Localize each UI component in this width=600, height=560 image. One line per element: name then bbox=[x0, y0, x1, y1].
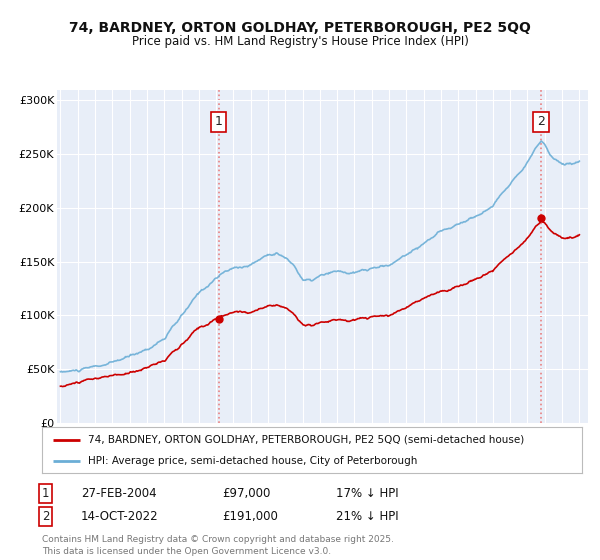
Text: Contains HM Land Registry data © Crown copyright and database right 2025.
This d: Contains HM Land Registry data © Crown c… bbox=[42, 535, 394, 556]
Text: HPI: Average price, semi-detached house, City of Peterborough: HPI: Average price, semi-detached house,… bbox=[88, 456, 417, 466]
Text: 21% ↓ HPI: 21% ↓ HPI bbox=[336, 510, 398, 524]
Text: 14-OCT-2022: 14-OCT-2022 bbox=[81, 510, 158, 524]
Text: 1: 1 bbox=[42, 487, 50, 501]
Text: 74, BARDNEY, ORTON GOLDHAY, PETERBOROUGH, PE2 5QQ: 74, BARDNEY, ORTON GOLDHAY, PETERBOROUGH… bbox=[69, 21, 531, 35]
Text: £97,000: £97,000 bbox=[222, 487, 271, 501]
Text: 17% ↓ HPI: 17% ↓ HPI bbox=[336, 487, 398, 501]
Text: 2: 2 bbox=[42, 510, 50, 524]
Text: 74, BARDNEY, ORTON GOLDHAY, PETERBOROUGH, PE2 5QQ (semi-detached house): 74, BARDNEY, ORTON GOLDHAY, PETERBOROUGH… bbox=[88, 435, 524, 445]
Text: 2: 2 bbox=[537, 115, 545, 128]
Text: £191,000: £191,000 bbox=[222, 510, 278, 524]
Text: Price paid vs. HM Land Registry's House Price Index (HPI): Price paid vs. HM Land Registry's House … bbox=[131, 35, 469, 48]
Text: 27-FEB-2004: 27-FEB-2004 bbox=[81, 487, 157, 501]
Text: 1: 1 bbox=[215, 115, 223, 128]
